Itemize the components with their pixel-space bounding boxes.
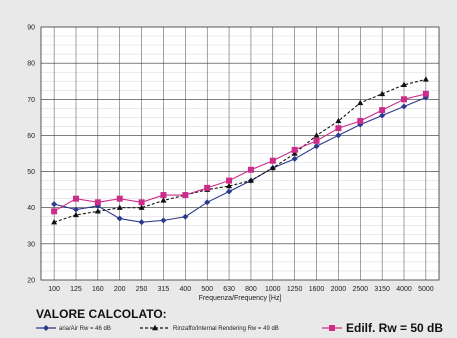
data-point-series-1 (401, 103, 408, 110)
data-point-series-2 (422, 76, 429, 82)
data-point-series-3 (379, 107, 386, 114)
x-tick-label: 100 (48, 286, 60, 293)
data-point-series-3 (291, 146, 298, 153)
x-tick-label: 2500 (352, 286, 368, 293)
x-axis-label: Frequenza/Frequency [Hz] (199, 295, 282, 302)
series-line-1 (53, 96, 427, 223)
data-point-series-1 (313, 143, 320, 150)
y-tick-label: 70 (27, 97, 35, 104)
data-point-series-2 (379, 90, 386, 97)
data-point-series-3 (357, 117, 364, 124)
y-tick-label: 60 (27, 133, 35, 140)
y-tick-label: 20 (27, 278, 35, 285)
data-point-series-3 (226, 177, 233, 184)
data-point-series-3 (204, 184, 211, 191)
data-point-series-1 (204, 199, 211, 206)
data-point-series-2 (51, 218, 58, 225)
data-point-series-3 (94, 199, 101, 206)
legend-label-3: Edilf. Rw = 50 dB (346, 321, 443, 335)
data-point-series-1 (226, 188, 233, 195)
x-tick-label: 160 (92, 286, 104, 293)
data-point-series-3 (422, 90, 429, 97)
data-point-series-1 (182, 213, 189, 220)
x-tick-label: 250 (136, 286, 148, 293)
data-point-series-3 (116, 195, 123, 202)
legend-label-1: aria/Air Rw = 46 dB (59, 326, 111, 332)
data-point-series-1 (160, 217, 167, 224)
x-tick-label: 315 (158, 286, 170, 293)
data-point-series-1 (72, 206, 79, 213)
data-point-series-2 (313, 132, 320, 138)
x-tick-label: 400 (179, 286, 191, 293)
x-tick-label: 630 (223, 286, 235, 293)
data-point-series-2 (401, 81, 408, 88)
x-tick-label: 800 (245, 286, 257, 293)
data-point-series-3 (269, 157, 276, 164)
calculated-value-label: VALORE CALCOLATO: (36, 307, 167, 321)
data-point-series-2 (269, 164, 276, 171)
x-tick-label: 4000 (396, 286, 412, 293)
data-point-series-3 (51, 208, 58, 215)
data-point-series-1 (116, 215, 123, 222)
y-tick-label: 40 (27, 205, 35, 212)
data-point-series-2 (226, 182, 233, 189)
data-point-series-1 (335, 132, 342, 139)
data-point-series-2 (160, 197, 167, 203)
legend-label-2: Rinzaffo/Internal Rendering Rw = 49 dB (173, 326, 279, 332)
series-layer (51, 76, 429, 226)
data-point-series-2 (335, 117, 342, 124)
legend: aria/Air Rw = 46 dB Rinzaffo/Internal Ren… (36, 321, 443, 335)
data-point-series-3 (247, 166, 254, 173)
data-point-series-2 (72, 211, 79, 218)
y-tick-label: 30 (27, 241, 35, 248)
x-tick-label: 3150 (374, 286, 390, 293)
x-tick-label: 500 (201, 286, 213, 293)
grid (41, 27, 439, 280)
data-point-series-2 (94, 208, 101, 214)
data-point-series-3 (138, 199, 145, 206)
x-tick-label: 200 (114, 286, 126, 293)
data-point-series-3 (182, 192, 189, 199)
y-axis-ticks: 20 30 40 50 60 70 80 90 (27, 25, 35, 285)
data-point-series-1 (291, 155, 298, 162)
data-point-series-3 (401, 96, 408, 103)
series-line-3 (53, 93, 427, 212)
x-tick-label: 125 (70, 286, 82, 293)
data-point-series-1 (379, 112, 386, 119)
legend-marker-3 (329, 325, 335, 331)
data-point-series-3 (72, 195, 79, 202)
data-point-series-2 (138, 204, 145, 210)
data-point-series-2 (291, 150, 298, 156)
y-tick-label: 90 (27, 25, 35, 32)
x-tick-label: 1250 (287, 286, 303, 293)
series-line-2 (53, 78, 427, 223)
legend-marker-2 (152, 324, 158, 331)
x-tick-label: 5000 (418, 286, 434, 293)
data-point-series-3 (313, 137, 320, 144)
y-tick-label: 50 (27, 169, 35, 176)
data-point-series-1 (51, 201, 58, 208)
data-point-series-3 (335, 125, 342, 132)
data-point-series-2 (116, 204, 123, 210)
data-point-series-1 (138, 219, 145, 226)
x-tick-label: 1600 (309, 286, 325, 293)
data-point-series-3 (160, 192, 167, 199)
data-point-series-2 (247, 177, 254, 183)
plot-frame (40, 26, 440, 281)
legend-marker-1 (43, 325, 49, 331)
y-tick-label: 80 (27, 61, 35, 68)
x-tick-label: 2000 (331, 286, 347, 293)
data-point-series-2 (357, 99, 364, 106)
x-tick-label: 1000 (265, 286, 281, 293)
x-axis-ticks: 100 125 160 200 250 315 400 500 630 800 1000 1250 16… (48, 286, 433, 293)
